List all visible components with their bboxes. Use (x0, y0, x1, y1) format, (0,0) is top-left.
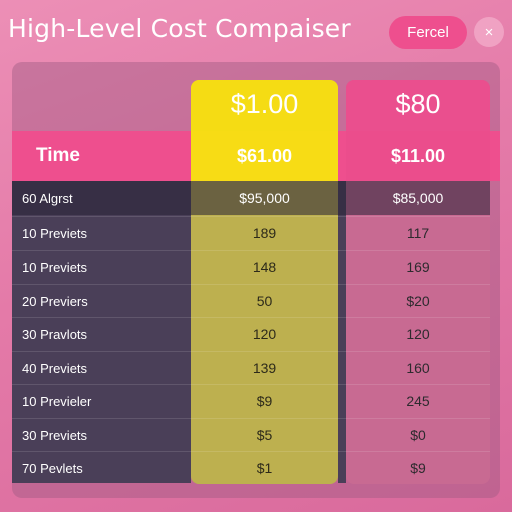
plan-2-cell: $85,000 (392, 190, 444, 206)
plan-1-cell: 120 (252, 326, 277, 342)
row-label: 10 Previets (22, 225, 88, 241)
row-label: 40 Previets (22, 360, 88, 376)
plan-2-cell: $0 (410, 427, 426, 443)
plan-1-subheader (191, 131, 338, 181)
row-label: 70 Pevlets (22, 460, 83, 476)
row-divider (12, 451, 490, 452)
plan-1-cell: $95,000 (239, 190, 290, 206)
row-divider (12, 250, 490, 251)
plan-1-cell: 50 (256, 293, 273, 309)
plan-2-cell: 169 (406, 259, 430, 275)
table-row[interactable]: 10 Previets 189 117 (12, 216, 490, 250)
close-icon[interactable]: × (474, 17, 504, 47)
row-label: 20 Previers (22, 293, 88, 309)
row-label: 10 Previets (22, 259, 88, 275)
plan-2-cell: $9 (410, 460, 426, 476)
plan-1-cell: $5 (256, 427, 273, 443)
plan-1-cell: 189 (252, 225, 277, 241)
page-title: High-Level Cost Compaiser (8, 14, 351, 43)
row-divider (12, 384, 490, 385)
plan-2-cell: 117 (406, 225, 430, 241)
plan-1-cell: 148 (252, 259, 277, 275)
row-labels-column (12, 181, 191, 483)
row-label: 30 Previets (22, 427, 88, 443)
row-label: 30 Pravlots (22, 326, 88, 342)
row-header-label: Time (36, 145, 81, 166)
plan-2-subheader (346, 131, 490, 181)
table-row[interactable]: 20 Previers 50 $20 (12, 284, 490, 318)
plan-2-price: $80 (395, 89, 441, 119)
plan-2-cell: $20 (406, 293, 430, 309)
plan-2-cell: 160 (406, 360, 430, 376)
row-label: 10 Previeler (22, 393, 92, 409)
table-row[interactable]: 10 Previeler $9 245 (12, 384, 490, 418)
row-divider (12, 351, 490, 352)
plan-1-sub-price: $61.00 (236, 146, 293, 166)
row-divider (12, 418, 490, 419)
plan-1-cell: 139 (252, 360, 277, 376)
plan-1-price: $1.00 (230, 89, 299, 119)
table-row[interactable]: 40 Previets 139 160 (12, 351, 490, 385)
table-row[interactable]: 10 Previets 148 169 (12, 250, 490, 284)
row-divider (12, 284, 490, 285)
plan-1-cell: $9 (256, 393, 273, 409)
table-row[interactable]: 60 Algrst $95,000 $85,000 (12, 181, 490, 215)
column-divider (338, 181, 346, 483)
row-divider (12, 317, 490, 318)
plan-2-cell: 245 (406, 393, 430, 409)
table-row[interactable]: 30 Previets $5 $0 (12, 418, 490, 452)
row-label: 60 Algrst (22, 190, 73, 206)
action-button[interactable]: Fercel (389, 16, 467, 49)
table-row[interactable]: 30 Pravlots 120 120 (12, 317, 490, 351)
row-divider (12, 216, 490, 217)
plan-2-sub-price: $11.00 (390, 146, 446, 166)
table-row[interactable]: 70 Pevlets $1 $9 (12, 451, 490, 485)
plan-1-cell: $1 (256, 460, 273, 476)
plan-2-cell: 120 (406, 326, 430, 342)
